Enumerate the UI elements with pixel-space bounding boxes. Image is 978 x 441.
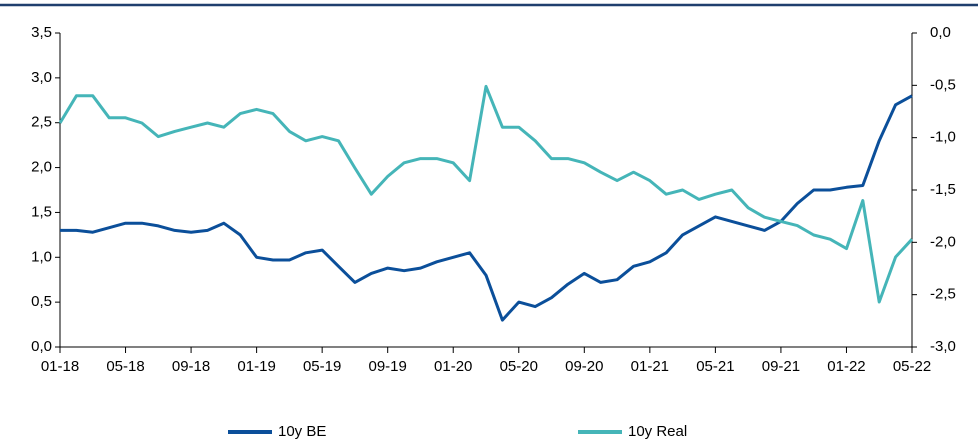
y2-tick-label: -2,0 [930, 233, 956, 250]
y-tick-label: 1,0 [31, 248, 52, 265]
line-series [60, 94, 913, 322]
y-tick-label: 3,0 [31, 69, 52, 86]
line-series [58, 84, 914, 304]
y2-tick-label: -2,5 [930, 286, 956, 303]
x-tick-label: 05-22 [893, 358, 931, 375]
y2-tick-label: 0,0 [930, 24, 951, 41]
x-tick-label: 09-18 [172, 358, 210, 375]
y-tick-label: 0,5 [31, 293, 52, 310]
y2-tick-label: -1,0 [930, 129, 956, 146]
legend-label: 10y BE [278, 423, 326, 440]
x-tick-label: 01-18 [41, 358, 79, 375]
y2-tick-label: -3,0 [930, 338, 956, 355]
y-tick-label: 3,5 [31, 24, 52, 41]
x-tick-label: 01-21 [631, 358, 669, 375]
x-tick-label: 09-21 [762, 358, 800, 375]
y-tick-label: 2,5 [31, 114, 52, 131]
x-tick-label: 05-18 [106, 358, 144, 375]
y-tick-label: 2,0 [31, 159, 52, 176]
x-tick-label: 01-22 [827, 358, 865, 375]
x-tick-label: 05-20 [500, 358, 538, 375]
x-tick-label: 09-19 [369, 358, 407, 375]
x-tick-label: 05-19 [303, 358, 341, 375]
x-tick-label: 01-19 [237, 358, 275, 375]
y2-tick-label: -1,5 [930, 181, 956, 198]
legend-label: 10y Real [628, 423, 687, 440]
x-tick-label: 09-20 [565, 358, 603, 375]
y-tick-label: 1,5 [31, 203, 52, 220]
x-tick-label: 01-20 [434, 358, 472, 375]
y2-tick-label: -0,5 [930, 76, 956, 93]
x-tick-label: 05-21 [696, 358, 734, 375]
y-tick-label: 0,0 [31, 338, 52, 355]
